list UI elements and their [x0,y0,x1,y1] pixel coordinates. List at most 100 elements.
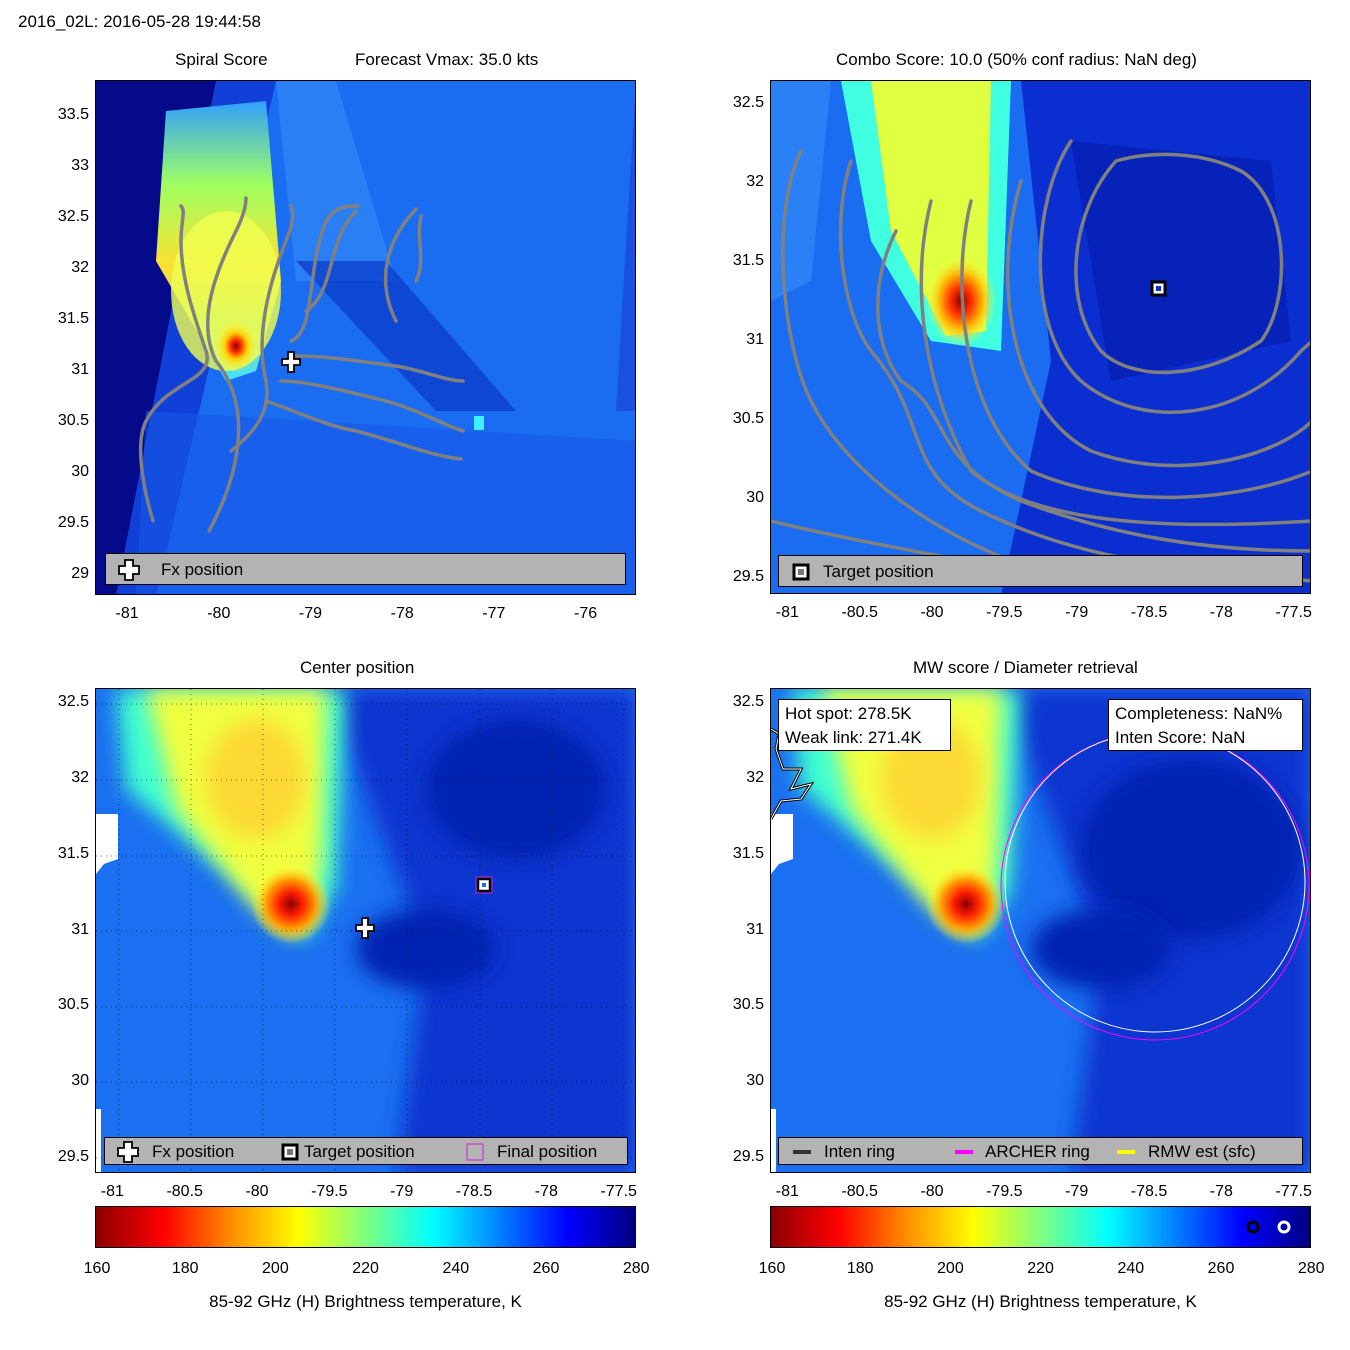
colorbar-right-label: 85-92 GHz (H) Brightness temperature, K [884,1292,1197,1311]
spiral-ytick-label: 31 [71,360,89,378]
center-xtick-label: -79 [390,1183,414,1200]
mw-legend-inten: Inten ring [824,1142,895,1161]
spiral-xtick-label: -80 [207,605,231,622]
cross-icon [118,559,140,581]
center-xtick-label: -79.5 [311,1183,348,1200]
spiral-title: Spiral Score [175,50,268,69]
mw-ytick-label: 32 [746,768,764,786]
center-ytick-label: 31 [71,920,89,938]
mw-xtick-label: -80 [920,1183,944,1200]
colorbar-tick-label: 160 [758,1260,786,1277]
colorbar-right [770,1206,1311,1248]
combo-title: Combo Score: 10.0 (50% conf radius: NaN … [836,50,1197,69]
mw-hotspot-box: Hot spot: 278.5K Weak link: 271.4K [778,699,951,751]
spiral-ytick-label: 31.5 [57,309,89,327]
center-target-marker [476,877,492,893]
spiral-legend-fx: Fx position [161,560,244,579]
colorbar-tick-label: 180 [171,1260,199,1277]
combo-xtick-label: -79.5 [986,604,1023,621]
mw-completeness: Completeness: NaN% [1115,704,1283,723]
center-ytick-label: 31.5 [57,844,89,862]
combo-ytick-label: 32 [746,172,764,190]
figure-title: 2016_02L: 2016-05-28 19:44:58 [18,12,261,31]
combo-xtick-label: -81 [775,604,799,621]
center-ytick-label: 29.5 [57,1147,89,1165]
mw-completeness-box: Completeness: NaN% Inten Score: NaN [1108,699,1303,751]
center-fx-marker [355,917,375,939]
center-xtick-label: -78.5 [455,1183,493,1200]
colorbar-tick-label: 240 [442,1260,470,1277]
center-xtick-label: -77.5 [600,1183,637,1200]
mw-xtick-label: -80.5 [841,1183,878,1200]
spiral-ytick-label: 33.5 [57,105,89,123]
spiral-xtick-label: -81 [115,605,139,622]
colorbar-tick-label: 260 [532,1260,560,1277]
center-ytick-label: 32.5 [57,693,89,711]
combo-xtick-label: -78 [1209,604,1233,621]
center-legend-final: Final position [497,1142,598,1161]
center-legend-fx: Fx position [152,1142,235,1161]
center-ytick-label: 32 [71,768,89,786]
spiral-subtitle: Forecast Vmax: 35.0 kts [355,50,539,69]
combo-xtick-label: -80 [920,604,944,621]
colorbar-left-label: 85-92 GHz (H) Brightness temperature, K [209,1292,522,1311]
colorbar-tick-label: 160 [83,1260,111,1277]
center-ytick-label: 30 [71,1072,89,1090]
spiral-ytick-label: 32 [71,258,89,276]
mw-xtick-label: -79 [1065,1183,1089,1200]
combo-target-marker [1150,280,1167,297]
mw-ytick-label: 29.5 [732,1147,764,1165]
cross-icon [117,1141,139,1163]
spiral-ytick-label: 30 [71,462,89,480]
spiral-ytick-label: 30.5 [57,411,89,429]
ring-marker-light [1277,1220,1291,1234]
rmw-line-icon [1117,1150,1135,1154]
mw-ytick-label: 30 [746,1072,764,1090]
colorbar-tick-label: 240 [1117,1260,1145,1277]
combo-plot: Target position [770,80,1311,594]
mw-xtick-label: -78.5 [1130,1183,1168,1200]
spiral-xtick-label: -76 [574,605,598,622]
square-icon [792,563,810,581]
mw-inten-score: Inten Score: NaN [1115,728,1246,747]
combo-xtick-label: -79 [1065,604,1089,621]
center-legend: Fx position Target position Final positi… [104,1137,628,1165]
spiral-ytick-label: 32.5 [57,207,89,225]
spiral-fx-marker [281,351,301,373]
colorbar-tick-label: 200 [262,1260,289,1277]
combo-xtick-label: -78.5 [1130,604,1168,621]
spiral-plot: Fx position [95,80,636,595]
combo-legend: Target position [778,555,1303,587]
combo-ytick-label: 30.5 [732,410,764,428]
combo-legend-target: Target position [823,562,934,581]
mw-ytick-label: 30.5 [732,996,764,1014]
center-final-marker [475,876,493,894]
colorbar-left [95,1206,636,1248]
combo-xtick-label: -80.5 [841,604,878,621]
center-xtick-label: -80.5 [166,1183,203,1200]
spiral-ytick-label: 29 [71,564,89,582]
mw-legend-rmw: RMW est (sfc) [1148,1142,1256,1161]
colorbar-tick-label: 220 [1027,1260,1054,1277]
center-plot: Fx position Target position Final positi… [95,688,636,1173]
inten-ring-line-icon [793,1150,811,1154]
archer-ring-line-icon [955,1150,973,1154]
center-legend-target: Target position [304,1142,415,1161]
mw-ytick-label: 31 [746,920,764,938]
combo-ytick-label: 32.5 [732,93,764,111]
mw-title: MW score / Diameter retrieval [913,658,1138,677]
mw-ytick-label: 31.5 [732,844,764,862]
combo-ytick-label: 31.5 [732,251,764,269]
mw-legend-archer: ARCHER ring [985,1142,1090,1161]
colorbar-tick-label: 200 [937,1260,964,1277]
mw-xtick-label: -77.5 [1275,1183,1312,1200]
mw-hot-spot: Hot spot: 278.5K [785,704,912,723]
center-ytick-label: 30.5 [57,996,89,1014]
combo-xtick-label: -77.5 [1275,604,1312,621]
mw-ytick-label: 32.5 [732,693,764,711]
mw-xtick-label: -79.5 [986,1183,1023,1200]
center-title: Center position [300,658,415,677]
center-xtick-label: -80 [245,1183,269,1200]
spiral-xtick-label: -78 [390,605,414,622]
center-xtick-label: -78 [534,1183,558,1200]
